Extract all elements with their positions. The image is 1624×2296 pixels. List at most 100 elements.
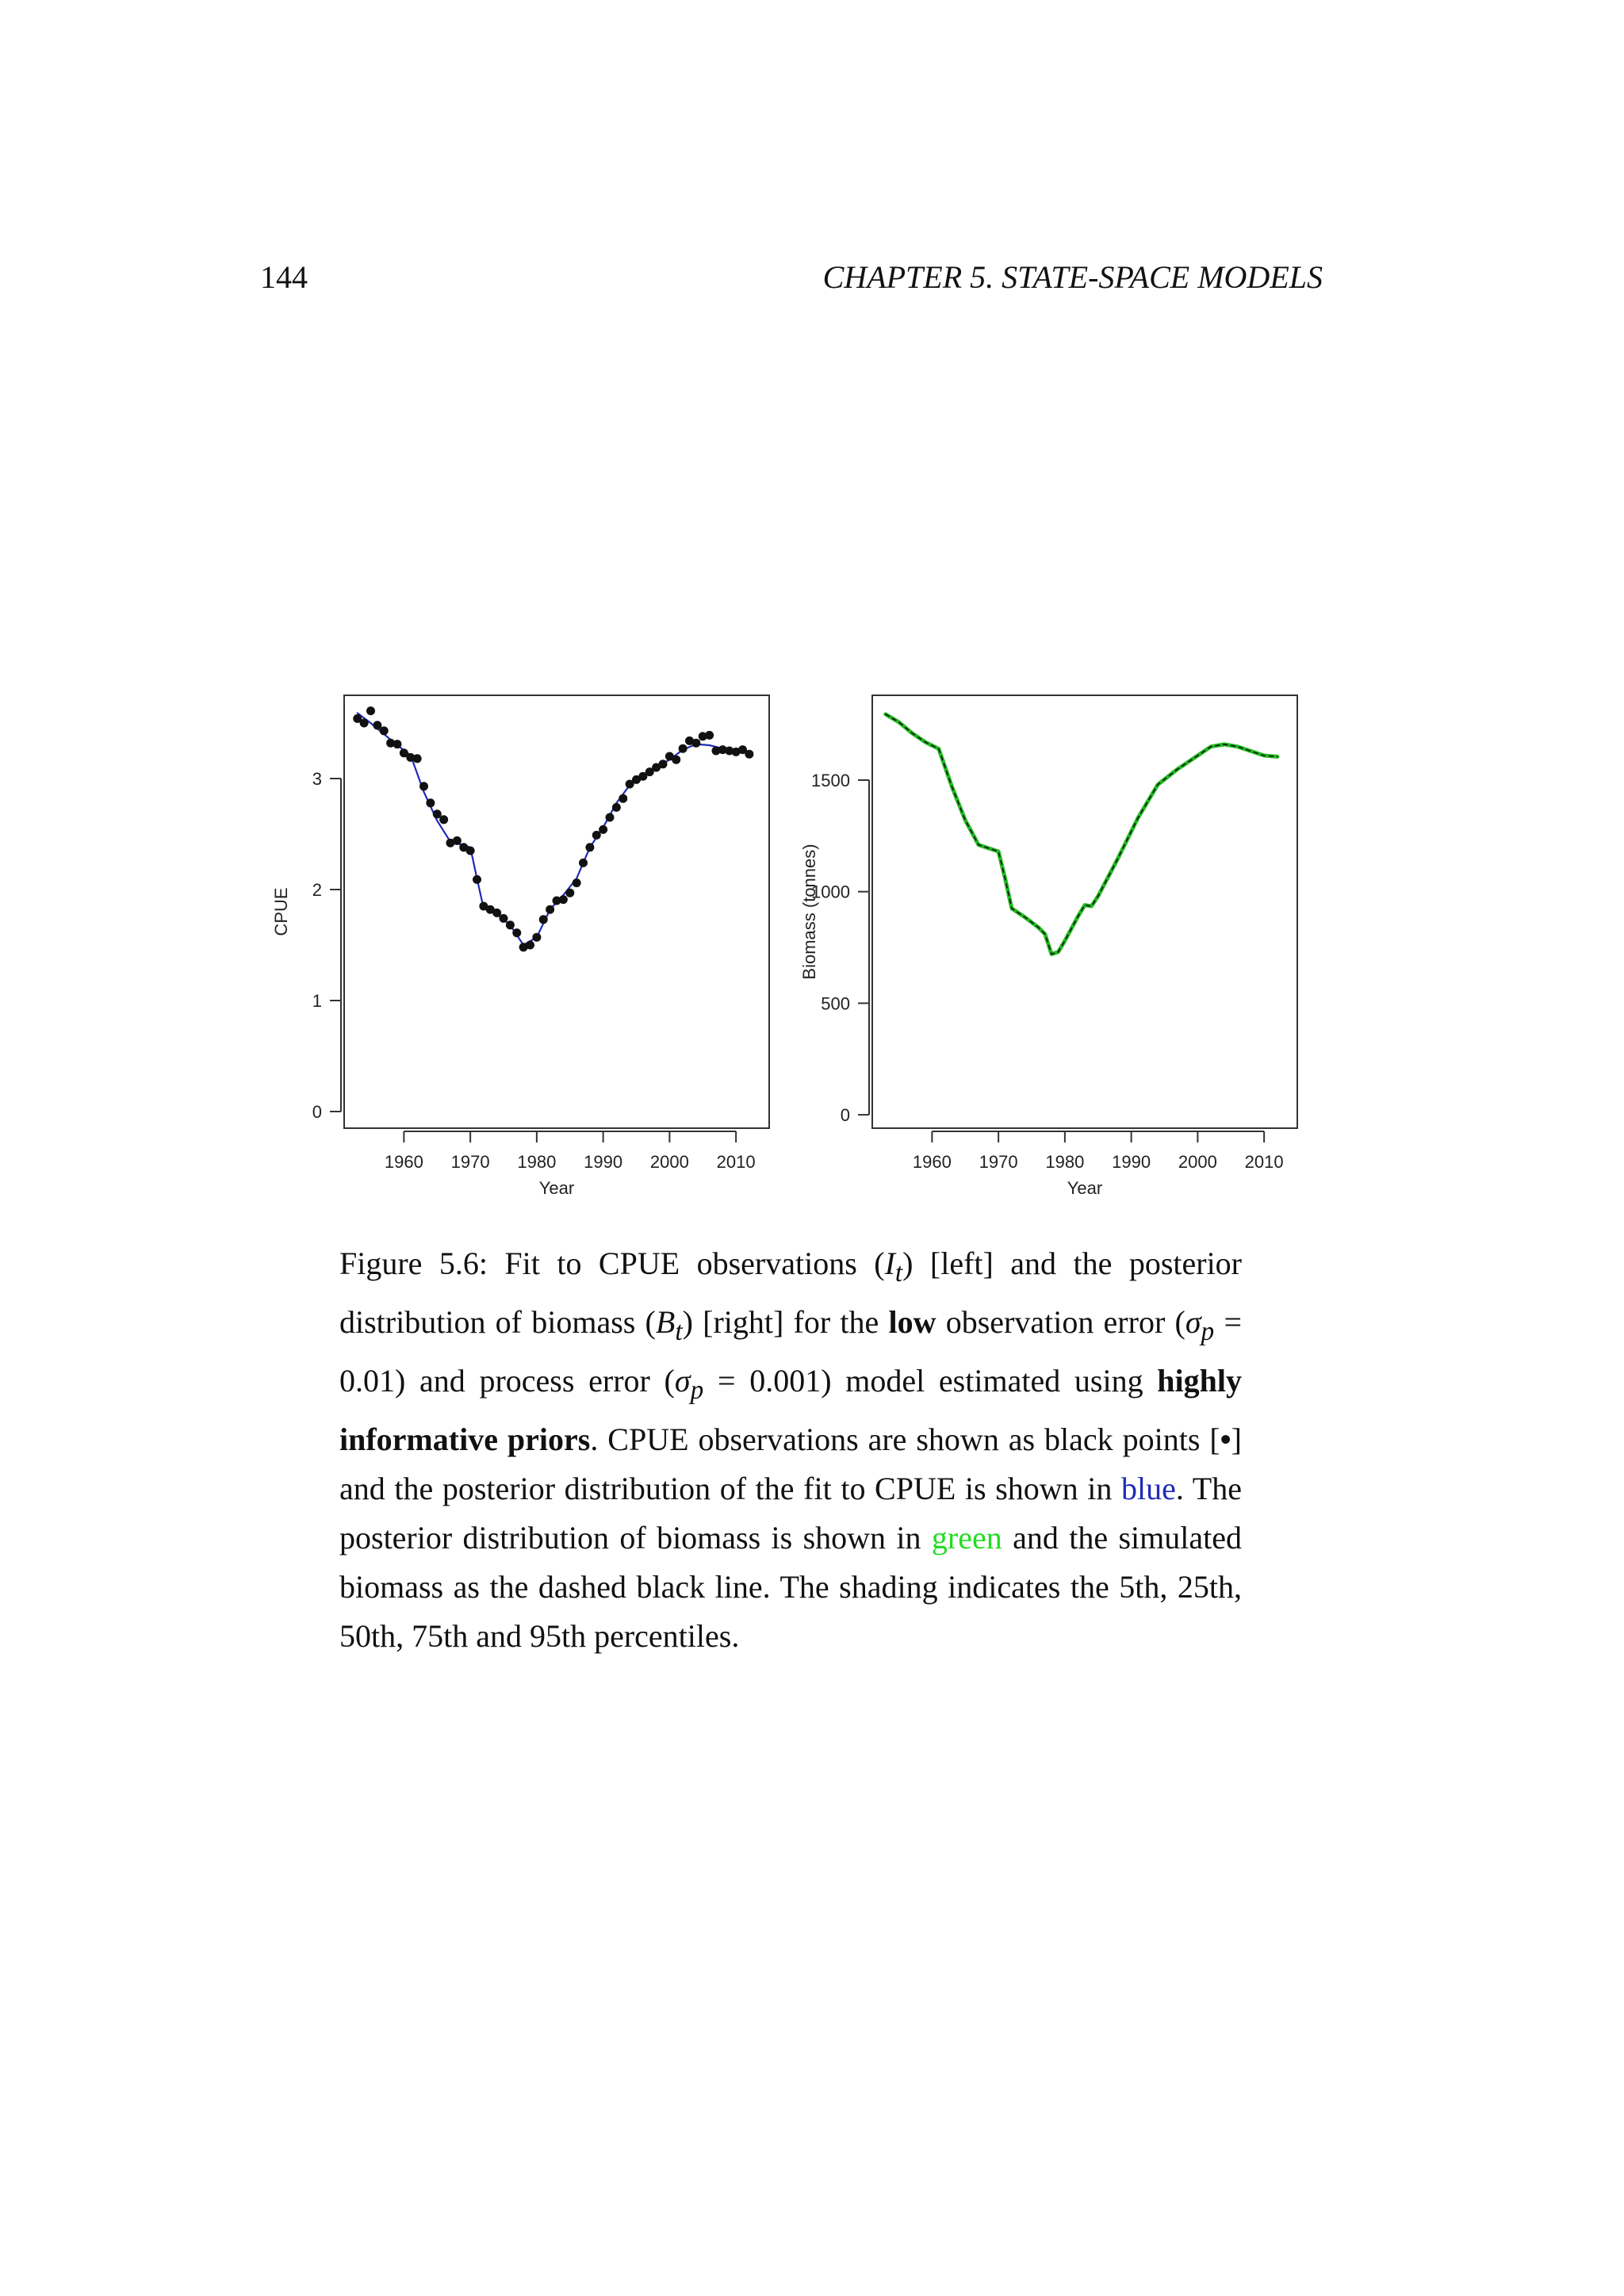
caption-text: ) model estimated using [821,1363,1158,1399]
cpue-data-point [705,730,714,740]
caption-blue: blue [1121,1471,1176,1506]
caption-text: . The posterior distribution of biomass … [339,1471,1242,1556]
cpue-data-point [572,878,581,888]
cpue-data-point [685,736,694,745]
math-sub: p [690,1376,704,1405]
cpue-data-point [485,905,495,914]
biomass-y-axis-label: Biomass (tonnes) [799,844,819,979]
math-sub: t [894,1258,903,1288]
cpue-data-point [552,896,561,905]
math-sigma: σ [1185,1304,1201,1340]
cpue-data-point [366,706,375,716]
cpue-data-point [519,943,528,952]
cpue-x-axis-label: Year [539,1178,574,1198]
cpue-data-point [379,726,389,736]
caption-text: ) [right] for the [682,1304,889,1340]
cpue-data-point [645,767,654,777]
cpue-data-point [738,745,747,755]
biomass-y-tick-label: 1000 [811,882,850,902]
cpue-data-point [512,928,522,938]
cpue-data-point [665,752,674,761]
cpue-x-tick-label: 1980 [517,1152,556,1172]
cpue-data-point [373,721,382,730]
cpue-data-point [579,858,588,867]
cpue-y-tick-label: 1 [312,991,322,1011]
cpue-plot-frame [343,695,770,1129]
cpue-data-point [526,940,534,950]
cpue-data-point [718,745,727,755]
cpue-data-point [538,915,548,924]
cpue-data-point [505,920,515,930]
cpue-data-point [393,740,402,749]
biomass-y-tick-label: 1500 [811,771,850,790]
cpue-data-point [465,846,475,855]
cpue-data-point [638,771,648,781]
cpue-data-point [412,754,422,763]
cpue-data-point [711,746,721,756]
figure-caption: Figure 5.6: Fit to CPUE observations (It… [339,1239,1242,1661]
biomass-axes: 0 500 1000 1500 1960 1970 1980 1990 2000 2010 [811,771,1284,1172]
page-number: 144 [260,259,308,295]
caption-bullet: • [1220,1422,1231,1457]
cpue-data-point [532,932,542,942]
cpue-data-point [446,838,455,848]
biomass-posterior-line [883,712,1280,956]
cpue-y-tick-label: 2 [312,880,322,900]
cpue-data-point [399,748,408,758]
cpue-data-point [353,714,362,723]
cpue-data-point [599,825,608,834]
cpue-data-point [605,813,615,822]
cpue-data-point [585,843,595,852]
caption-text: ] and the posterior distribution of the … [339,1422,1242,1506]
biomass-x-tick-label: 1960 [913,1152,952,1172]
math-value: = 0.01 [339,1304,1242,1399]
biomass-y-tick-label: 0 [841,1105,850,1125]
biomass-x-tick-label: 1990 [1112,1152,1151,1172]
cpue-data-point [558,895,568,905]
cpue-data-point [439,815,449,825]
caption-text: observation error ( [936,1304,1185,1340]
math-value: = 0.001 [703,1363,822,1399]
cpue-x-tick-label: 2000 [650,1152,689,1172]
biomass-x-tick-label: 2010 [1245,1152,1284,1172]
cpue-data-point [731,747,741,756]
chapter-title: CHAPTER 5. STATE-SPACE MODELS [822,259,1323,295]
cpue-data-point [658,760,668,769]
cpue-data-point [499,913,508,923]
cpue-data-point [406,752,416,762]
caption-text: Figure 5.6: Fit to CPUE observations ( [339,1246,885,1281]
cpue-x-tick-label: 1960 [385,1152,423,1172]
cpue-data-point [565,888,575,897]
cpue-data-point [432,809,442,819]
cpue-data-point [678,744,688,753]
cpue-data-point [725,746,734,756]
cpue-data-point [479,901,488,911]
cpue-data-point [359,718,369,728]
math-i: I [884,1246,895,1281]
cpue-data-point [619,794,628,803]
cpue-data-point [652,763,661,772]
cpue-data [353,706,754,952]
math-b: B [655,1304,676,1340]
caption-text: and the simulated biomass as the dashed … [339,1520,1242,1654]
math-sub: p [1201,1317,1215,1346]
cpue-data-point [452,836,462,845]
cpue-x-tick-label: 1990 [584,1152,622,1172]
biomass-x-axis-label: Year [1067,1178,1102,1198]
cpue-y-tick-label: 0 [312,1102,322,1122]
cpue-data-point [419,782,428,791]
cpue-y-axis-label: CPUE [271,887,291,936]
biomass-x-tick-label: 1970 [979,1152,1018,1172]
caption-text: ) and process error ( [395,1363,675,1399]
cpue-data-point [698,732,707,741]
biomass-x-tick-label: 1980 [1045,1152,1084,1172]
cpue-data-point [386,738,396,748]
caption-bold: highly informative priors [339,1363,1242,1457]
cpue-x-tick-label: 1970 [451,1152,490,1172]
biomass-x-tick-label: 2000 [1178,1152,1217,1172]
cpue-data-point [691,738,701,748]
math-sigma: σ [674,1363,691,1399]
cpue-axes: 0 1 2 3 1960 1970 1980 1990 2000 2010 [312,769,756,1172]
biomass-plot-frame [871,695,1298,1129]
